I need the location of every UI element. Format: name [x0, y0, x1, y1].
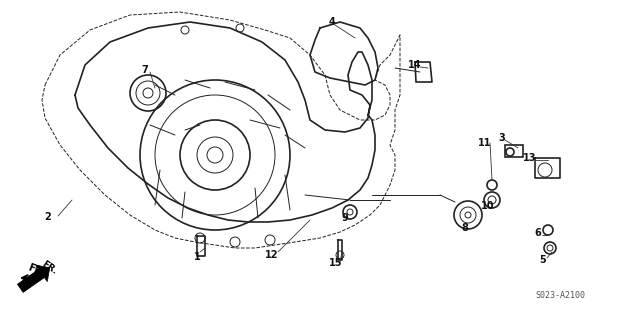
Text: 3: 3 — [499, 133, 506, 143]
Text: S023-A2100: S023-A2100 — [535, 291, 585, 300]
Text: FR.: FR. — [27, 262, 47, 278]
Bar — [505, 145, 523, 157]
Text: 13: 13 — [524, 153, 537, 163]
Polygon shape — [17, 265, 50, 293]
Text: 1: 1 — [194, 252, 200, 262]
Text: FR.: FR. — [40, 260, 59, 277]
Text: 9: 9 — [342, 213, 348, 223]
Text: 5: 5 — [540, 255, 547, 265]
Text: 10: 10 — [481, 201, 495, 211]
Text: 12: 12 — [265, 250, 279, 260]
Text: 8: 8 — [461, 223, 468, 233]
Text: 2: 2 — [45, 212, 51, 222]
Text: 15: 15 — [329, 258, 343, 268]
Text: 4: 4 — [328, 17, 335, 27]
Text: 11: 11 — [478, 138, 492, 148]
Text: 7: 7 — [141, 65, 148, 75]
Text: 6: 6 — [534, 228, 541, 238]
Text: 14: 14 — [408, 60, 422, 70]
